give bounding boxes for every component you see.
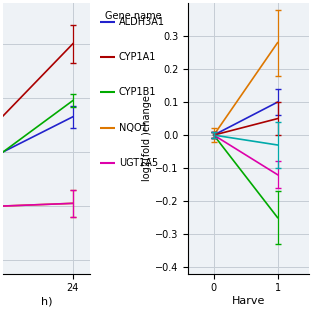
Y-axis label: log2(fold )change: log2(fold )change <box>142 95 152 181</box>
X-axis label: h): h) <box>41 296 53 306</box>
Text: Gene name: Gene name <box>105 11 161 21</box>
Text: CYP1A1: CYP1A1 <box>119 52 156 62</box>
Text: NQO1: NQO1 <box>119 123 147 132</box>
Text: UGT1A5: UGT1A5 <box>119 158 158 168</box>
Text: CYP1B1: CYP1B1 <box>119 87 156 97</box>
X-axis label: Harve: Harve <box>232 296 266 306</box>
Text: ALDH3A1: ALDH3A1 <box>119 17 165 27</box>
